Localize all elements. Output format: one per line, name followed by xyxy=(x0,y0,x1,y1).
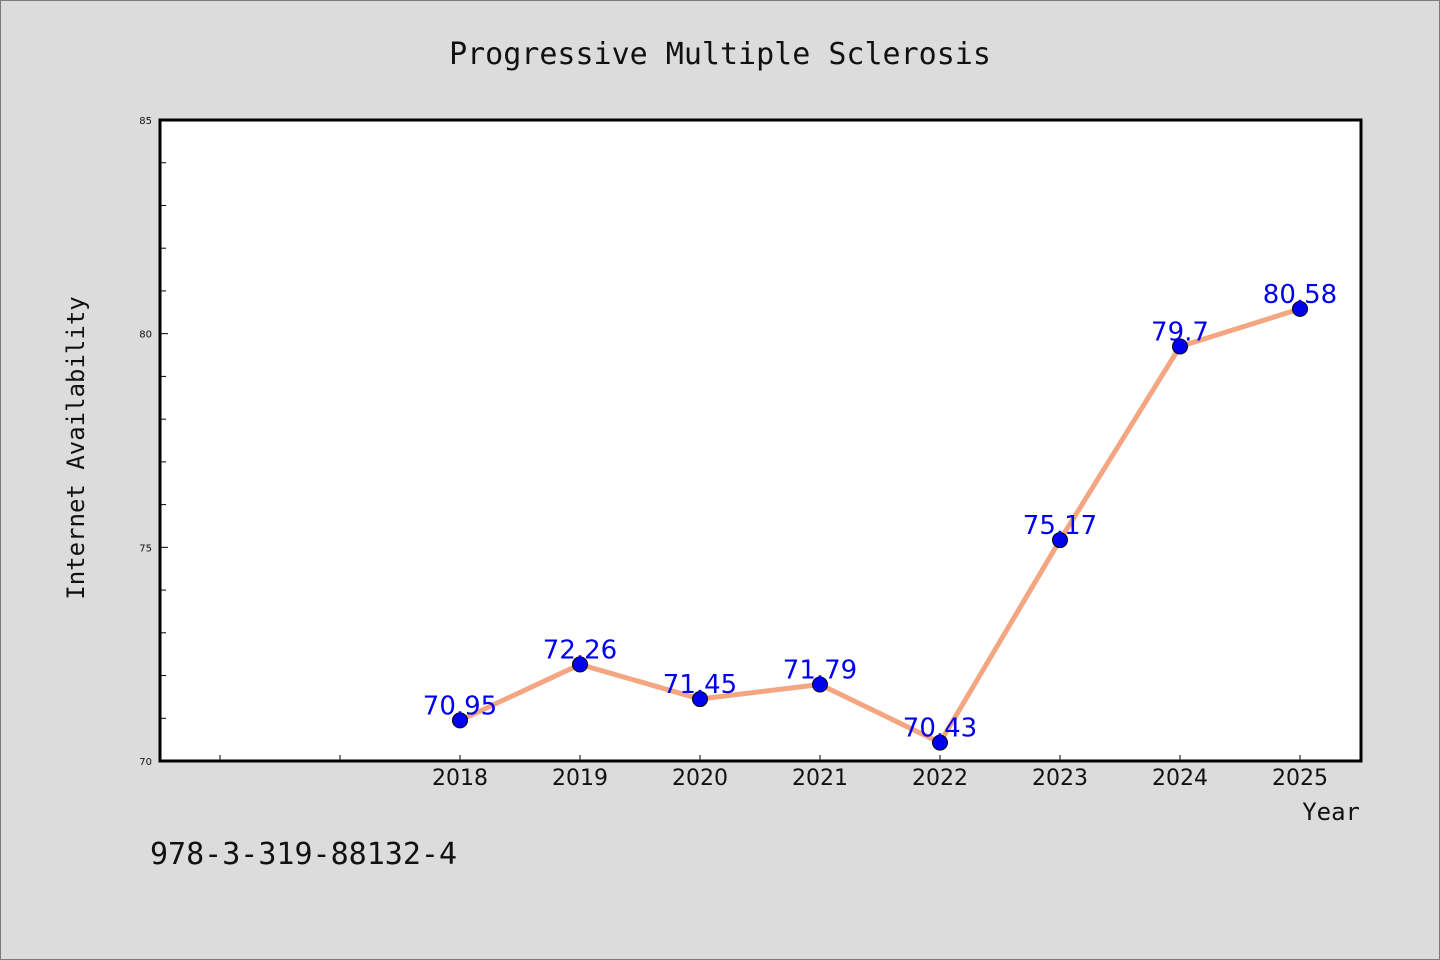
x-tick-label: 2018 xyxy=(432,766,488,791)
series-line xyxy=(457,306,1303,746)
x-tick-label: 2021 xyxy=(792,766,848,791)
data-label: 75.17 xyxy=(1023,511,1097,541)
data-point xyxy=(692,691,708,708)
plot-area xyxy=(158,118,1363,763)
data-label: 71.45 xyxy=(663,670,737,700)
data-label: 72.26 xyxy=(543,635,617,665)
data-point xyxy=(452,712,468,729)
data-point xyxy=(1292,300,1308,317)
series-layer xyxy=(452,300,1308,751)
x-tick-label: 2023 xyxy=(1032,766,1088,791)
data-point xyxy=(1172,338,1188,355)
data-point xyxy=(572,656,588,673)
footnote-isbn: 978-3-319-88132-4 xyxy=(150,837,457,872)
y-axis: 70 75 80 85 xyxy=(139,116,168,768)
data-point xyxy=(932,734,948,751)
data-label: 71.79 xyxy=(783,656,857,686)
data-label: 70.43 xyxy=(903,714,977,744)
x-tick-label: 2022 xyxy=(912,766,968,791)
data-point xyxy=(812,676,828,693)
data-point xyxy=(1052,532,1068,549)
x-tick-label: 2019 xyxy=(552,766,608,791)
x-tick-label: 2020 xyxy=(672,766,728,791)
y-tick-label: 80 xyxy=(139,330,152,341)
data-label: 80.58 xyxy=(1263,280,1337,310)
data-label: 79.7 xyxy=(1151,317,1209,347)
y-tick-label: 75 xyxy=(139,543,152,554)
y-axis-label: Internet Availability xyxy=(62,296,90,599)
data-label: 70.95 xyxy=(423,691,497,721)
chart-title: Progressive Multiple Sclerosis xyxy=(449,37,991,72)
x-axis-label: Year xyxy=(1302,798,1360,826)
y-tick-label: 70 xyxy=(139,757,152,768)
x-tick-label: 2024 xyxy=(1152,766,1208,791)
data-labels: 70.95 72.26 71.45 71.79 70.43 75.17 79.7 80.58 xyxy=(423,280,1337,744)
y-tick-label: 85 xyxy=(139,116,152,127)
x-tick-label: 2025 xyxy=(1272,766,1328,791)
x-axis: 2018 2019 2020 2021 2022 2023 2024 2025 xyxy=(219,755,1328,791)
